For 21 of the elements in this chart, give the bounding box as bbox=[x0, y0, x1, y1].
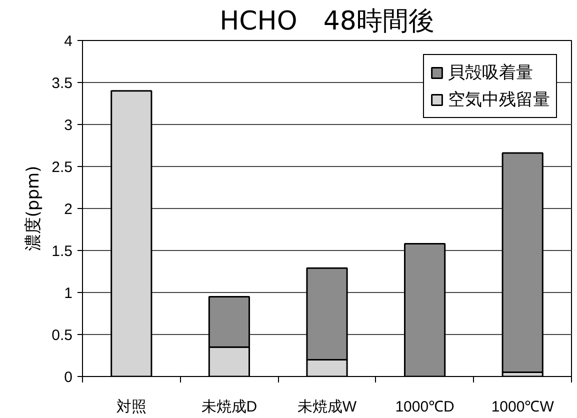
bar bbox=[502, 152, 544, 374]
bar bbox=[404, 243, 446, 376]
y-tick-label: 4 bbox=[64, 33, 72, 50]
x-tick-label: 未焼成D bbox=[201, 398, 258, 416]
y-tick-label: 0.5 bbox=[52, 327, 73, 344]
y-tick-label: 2.5 bbox=[52, 159, 73, 176]
x-tick-label: 1000℃W bbox=[491, 398, 555, 416]
y-tick-label: 3.5 bbox=[52, 75, 73, 92]
y-tick-label: 1 bbox=[64, 285, 72, 302]
x-tick-label: 対照 bbox=[116, 398, 146, 416]
y-tick-label: 3 bbox=[64, 117, 72, 134]
y-tick-label: 1.5 bbox=[52, 243, 73, 260]
bar bbox=[110, 90, 152, 376]
x-tick-label: 未焼成W bbox=[297, 398, 358, 416]
x-tick-label: 1000℃D bbox=[395, 398, 455, 416]
legend-label: 空気中残留量 bbox=[448, 89, 550, 111]
legend-label: 貝殻吸着量 bbox=[448, 62, 533, 84]
y-axis-title: 濃度(ppm) bbox=[24, 166, 44, 252]
y-tick-label: 0 bbox=[64, 369, 72, 386]
chart-title: HCHO 48時間後 bbox=[220, 6, 434, 36]
y-tick-label: 2 bbox=[64, 201, 72, 218]
